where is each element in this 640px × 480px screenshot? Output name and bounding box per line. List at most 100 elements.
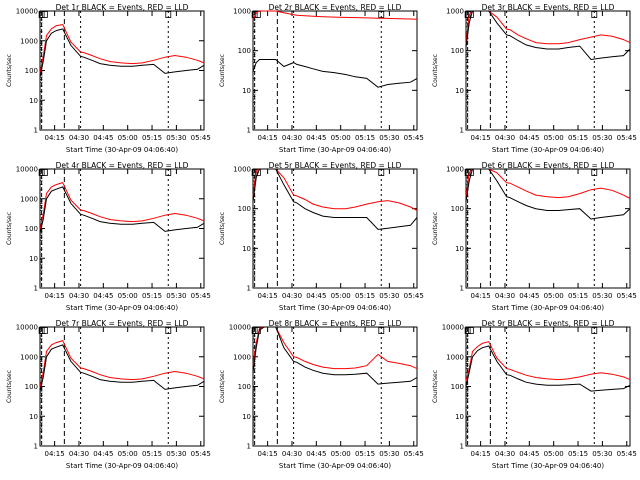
x-tick-label: 05:15 (568, 450, 588, 458)
x-tick-label: 05:00 (331, 450, 351, 458)
y-tick-label: 100 (25, 383, 38, 391)
series-events-line (252, 59, 418, 88)
x-tick-label: 05:00 (544, 292, 564, 300)
marker-glyph (591, 11, 598, 18)
x-tick-label: 05:45 (191, 450, 211, 458)
series-lld-line (39, 181, 205, 231)
y-tick-label: 100 (25, 225, 38, 233)
series-events-line (252, 168, 418, 230)
marker-glyph (378, 169, 385, 176)
x-tick-label: 04:45 (306, 134, 326, 142)
x-axis-label: Start Time (30-Apr-09 04:06:40) (492, 146, 604, 154)
y-axis-label: Counts/sec (432, 212, 439, 245)
y-tick-label: 1000 (446, 8, 464, 16)
series-events-line (39, 344, 205, 392)
y-tick-label: 10 (242, 87, 251, 95)
y-tick-label: 1 (247, 285, 251, 293)
marker-glyph (464, 11, 471, 18)
x-tick-label: 05:15 (568, 292, 588, 300)
y-tick-label: 100 (238, 205, 251, 213)
marker-glyph (38, 11, 45, 18)
marker-glyph (251, 11, 258, 18)
x-tick-label: 05:00 (118, 134, 138, 142)
y-tick-label: 1 (34, 127, 38, 135)
chart-title: Det 6r BLACK = Events, RED = LLD (482, 161, 615, 170)
marker-glyph (251, 169, 258, 176)
chart-title: Det 1r BLACK = Events, RED = LLD (56, 3, 189, 12)
series-events-line (39, 186, 205, 234)
x-tick-label: 05:15 (142, 134, 162, 142)
y-tick-label: 1 (34, 285, 38, 293)
chart-panel: Det 9r BLACK = Events, RED = LLD Counts/s… (432, 319, 637, 470)
x-tick-label: 04:30 (69, 134, 89, 142)
y-tick-label: 10000 (16, 324, 38, 332)
y-tick-label: 1 (460, 285, 464, 293)
x-tick-label: 05:45 (617, 292, 637, 300)
marker-glyph (41, 327, 48, 334)
chart-title: Det 2r BLACK = Events, RED = LLD (269, 3, 402, 12)
chart-title: Det 5r BLACK = Events, RED = LLD (269, 161, 402, 170)
y-tick-label: 10 (242, 413, 251, 421)
x-tick-label: 05:15 (568, 134, 588, 142)
series-lld-line (39, 24, 205, 74)
x-tick-label: 04:45 (93, 450, 113, 458)
y-axis-label: Counts/sec (219, 370, 226, 403)
marker-glyph (378, 327, 385, 334)
x-tick-label: 05:30 (166, 292, 186, 300)
y-tick-label: 1 (247, 443, 251, 451)
x-tick-label: 04:45 (519, 134, 539, 142)
y-tick-label: 1000 (446, 353, 464, 361)
y-tick-label: 10 (29, 97, 38, 105)
x-axis-label: Start Time (30-Apr-09 04:06:40) (279, 462, 391, 470)
x-tick-label: 04:30 (282, 292, 302, 300)
marker-glyph (467, 327, 474, 334)
x-axis-label: Start Time (30-Apr-09 04:06:40) (279, 146, 391, 154)
y-tick-label: 1000 (233, 8, 251, 16)
marker-glyph (41, 11, 48, 18)
chart-title: Det 8r BLACK = Events, RED = LLD (269, 319, 402, 328)
x-tick-label: 04:30 (69, 450, 89, 458)
axes-frame (465, 168, 631, 289)
marker-glyph (591, 327, 598, 334)
x-tick-label: 05:00 (544, 134, 564, 142)
series-lld-line (465, 341, 631, 382)
x-tick-label: 05:00 (118, 450, 138, 458)
x-tick-label: 05:45 (404, 450, 424, 458)
marker-glyph (41, 169, 48, 176)
series-events-line (39, 28, 205, 78)
chart-panel: Det 5r BLACK = Events, RED = LLD Counts/s… (219, 161, 424, 312)
x-axis-label: Start Time (30-Apr-09 04:06:40) (492, 462, 604, 470)
x-tick-label: 05:45 (191, 134, 211, 142)
y-tick-label: 1000 (233, 353, 251, 361)
x-tick-label: 04:30 (495, 134, 515, 142)
x-tick-label: 05:30 (166, 134, 186, 142)
marker-glyph (251, 327, 258, 334)
marker-glyph (165, 169, 172, 176)
x-tick-label: 04:30 (282, 134, 302, 142)
x-tick-label: 05:15 (142, 292, 162, 300)
x-tick-label: 04:15 (45, 292, 65, 300)
x-tick-label: 05:00 (118, 292, 138, 300)
x-tick-label: 04:45 (93, 292, 113, 300)
marker-glyph (165, 11, 172, 18)
chart-panel: Det 8r BLACK = Events, RED = LLD Counts/s… (219, 319, 424, 470)
chart-panel: Det 6r BLACK = Events, RED = LLD Counts/s… (432, 161, 637, 312)
x-tick-label: 05:30 (166, 450, 186, 458)
y-tick-label: 10 (29, 255, 38, 263)
y-tick-label: 10 (242, 245, 251, 253)
y-tick-label: 10 (455, 245, 464, 253)
x-tick-label: 04:45 (93, 134, 113, 142)
x-tick-label: 05:15 (355, 134, 375, 142)
x-tick-label: 04:45 (306, 450, 326, 458)
axes-frame (252, 168, 418, 289)
x-tick-label: 04:15 (45, 134, 65, 142)
y-tick-label: 1 (460, 443, 464, 451)
series-events-line (252, 326, 418, 385)
x-tick-label: 04:15 (258, 450, 278, 458)
x-tick-label: 05:15 (142, 450, 162, 458)
x-tick-label: 04:45 (306, 292, 326, 300)
x-tick-label: 05:15 (355, 450, 375, 458)
x-tick-label: 04:45 (519, 450, 539, 458)
x-tick-label: 05:00 (331, 292, 351, 300)
